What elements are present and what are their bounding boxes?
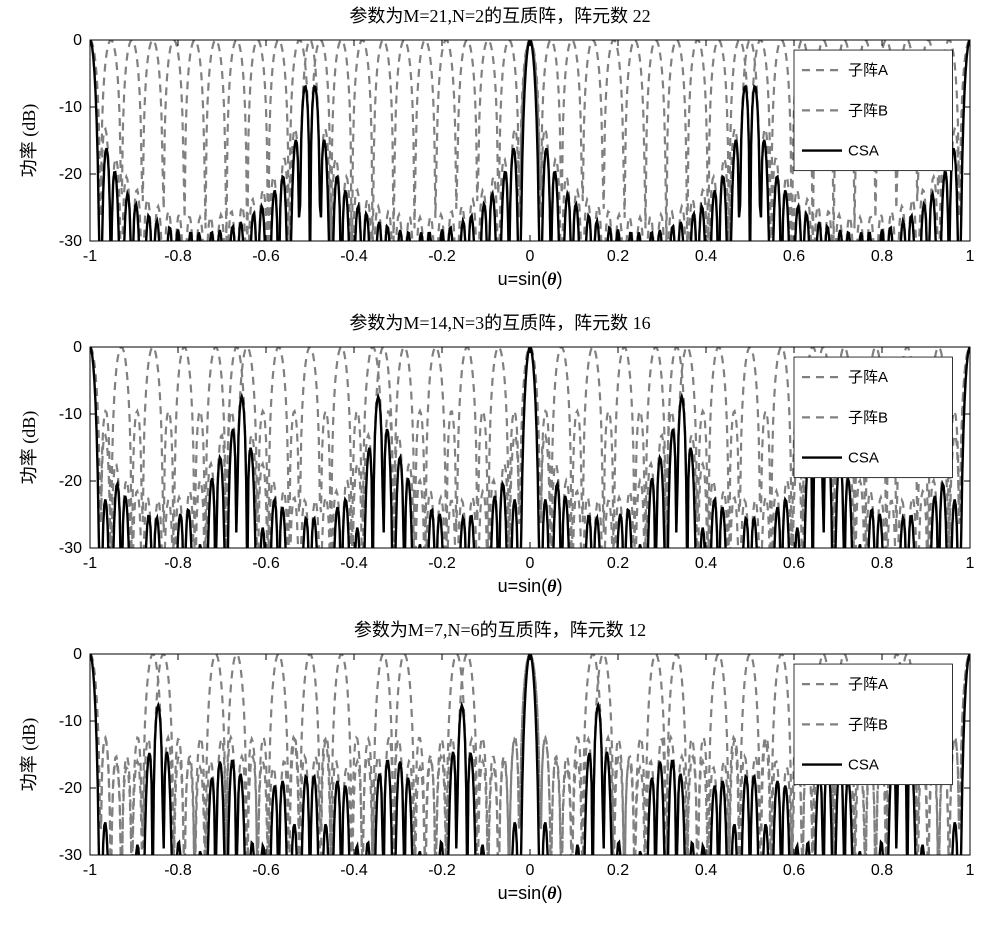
- xtick-label: -0.2: [428, 555, 456, 572]
- subplot-3: 参数为M=7,N=6的互质阵，阵元数 12 -1 -0.8 -0.6 -0.4 -0.2 0…: [0, 614, 1000, 921]
- legend-label: 子阵A: [848, 62, 888, 79]
- xtick-label: -0.2: [428, 248, 456, 265]
- ytick-label: -10: [59, 406, 82, 423]
- xtick-label: -0.2: [428, 862, 456, 879]
- ytick-label: -10: [59, 713, 82, 730]
- legend-label: CSA: [848, 450, 879, 467]
- xtick-label: -1: [83, 862, 97, 879]
- y-axis-label: 功率 (dB): [19, 718, 40, 792]
- xtick-label: 0.4: [695, 555, 717, 572]
- xtick-label: 0.6: [783, 862, 805, 879]
- xtick-label: -0.4: [340, 248, 368, 265]
- legend-label: 子阵B: [848, 102, 888, 119]
- x-axis-label: u=sin(θ): [498, 576, 563, 596]
- xtick-label: 0.4: [695, 248, 717, 265]
- subplot-title: 参数为M=7,N=6的互质阵，阵元数 12: [0, 614, 1000, 644]
- xtick-label: 0.4: [695, 862, 717, 879]
- figure-root: 参数为M=21,N=2的互质阵，阵元数 22 -1 -0.8 -0.6 -0.4 -0.2…: [0, 0, 1000, 921]
- ytick-label: -10: [59, 99, 82, 116]
- y-axis-label: 功率 (dB): [19, 104, 40, 178]
- xtick-label: 1: [966, 862, 975, 879]
- xtick-label: 0.8: [871, 862, 893, 879]
- subplot-1: 参数为M=21,N=2的互质阵，阵元数 22 -1 -0.8 -0.6 -0.4 -0.2…: [0, 0, 1000, 307]
- xtick-label: -1: [83, 555, 97, 572]
- subplot-title: 参数为M=21,N=2的互质阵，阵元数 22: [0, 0, 1000, 30]
- xtick-label: 0.2: [607, 248, 629, 265]
- ytick-label: -20: [59, 473, 82, 490]
- xtick-label: -0.8: [164, 248, 192, 265]
- xtick-label: -0.6: [252, 248, 280, 265]
- legend-label: 子阵B: [848, 409, 888, 426]
- xtick-label: 0.6: [783, 248, 805, 265]
- ytick-label: 0: [73, 339, 82, 356]
- legend-label: CSA: [848, 143, 879, 160]
- ytick-label: -30: [59, 233, 82, 250]
- ytick-label: 0: [73, 32, 82, 49]
- ytick-label: -20: [59, 166, 82, 183]
- subplot-title: 参数为M=14,N=3的互质阵，阵元数 16: [0, 307, 1000, 337]
- xtick-label: 1: [966, 555, 975, 572]
- xtick-label: 0.8: [871, 555, 893, 572]
- xtick-label: -1: [83, 248, 97, 265]
- xtick-label: 0.8: [871, 248, 893, 265]
- xtick-label: 0.6: [783, 555, 805, 572]
- legend-label: 子阵A: [848, 369, 888, 386]
- subplot-2: 参数为M=14,N=3的互质阵，阵元数 16 -1 -0.8 -0.6 -0.4 -0.2…: [0, 307, 1000, 614]
- plot-area: -1 -0.8 -0.6 -0.4 -0.2 0 0.2 0.4 0.6 0.8 1 -30 -20 -1…: [0, 644, 1000, 927]
- xtick-label: 1: [966, 248, 975, 265]
- xtick-label: -0.6: [252, 555, 280, 572]
- legend: 子阵A 子阵B CSA: [794, 357, 952, 478]
- ytick-label: 0: [73, 646, 82, 663]
- xtick-label: -0.8: [164, 862, 192, 879]
- y-axis-label: 功率 (dB): [19, 411, 40, 485]
- xtick-label: -0.4: [340, 555, 368, 572]
- plot-area: -1 -0.8 -0.6 -0.4 -0.2 0 0.2 0.4 0.6 0.8 1 -30 -20 -1…: [0, 30, 1000, 313]
- ytick-label: -30: [59, 847, 82, 864]
- xtick-label: -0.4: [340, 862, 368, 879]
- xtick-label: 0: [526, 248, 535, 265]
- ytick-label: -20: [59, 780, 82, 797]
- xtick-label: 0.2: [607, 862, 629, 879]
- plot-area: -1 -0.8 -0.6 -0.4 -0.2 0 0.2 0.4 0.6 0.8 1 -30 -20 -1…: [0, 337, 1000, 620]
- xtick-label: 0: [526, 555, 535, 572]
- xtick-label: -0.8: [164, 555, 192, 572]
- legend: 子阵A 子阵B CSA: [794, 50, 952, 171]
- legend: 子阵A 子阵B CSA: [794, 664, 952, 785]
- legend-label: 子阵A: [848, 676, 888, 693]
- ytick-label: -30: [59, 540, 82, 557]
- x-axis-label: u=sin(θ): [498, 269, 563, 289]
- legend-label: CSA: [848, 757, 879, 774]
- xtick-label: 0: [526, 862, 535, 879]
- xtick-label: 0.2: [607, 555, 629, 572]
- legend-label: 子阵B: [848, 716, 888, 733]
- xtick-label: -0.6: [252, 862, 280, 879]
- x-axis-label: u=sin(θ): [498, 883, 563, 903]
